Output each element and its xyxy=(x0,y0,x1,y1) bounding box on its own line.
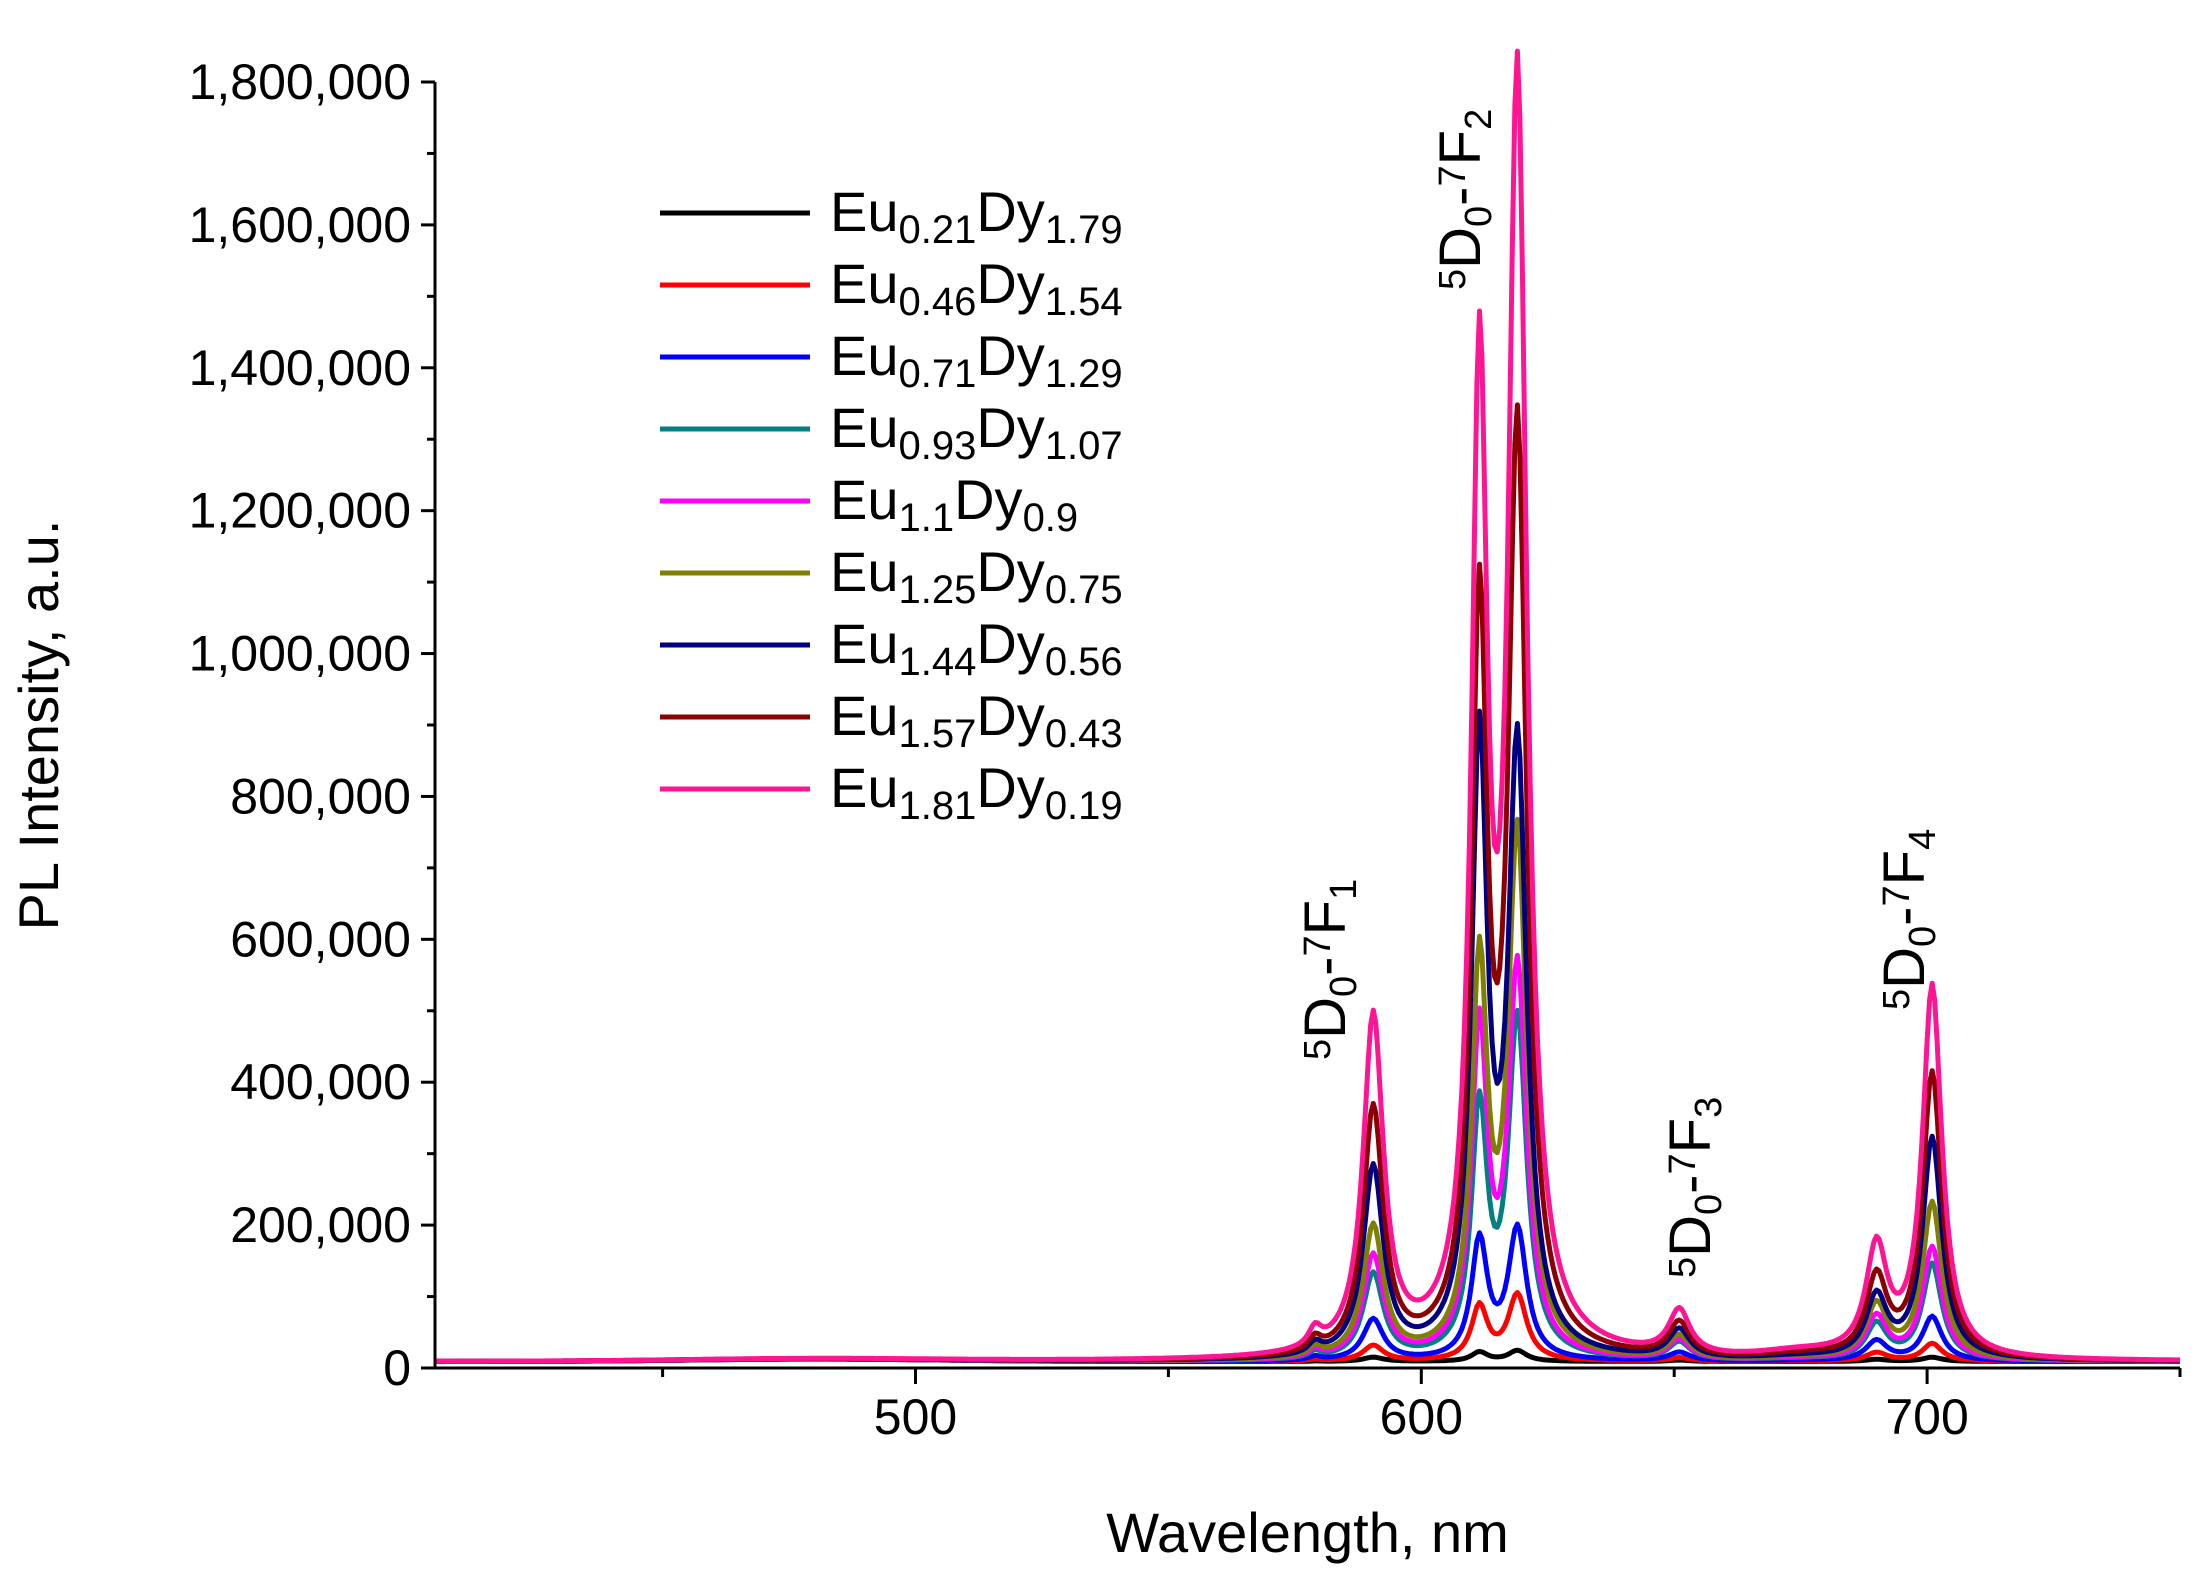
x-tick-label-2: 700 xyxy=(1885,1389,1968,1445)
x-tick-label-0: 500 xyxy=(874,1389,957,1445)
y-tick-label-6: 1,200,000 xyxy=(189,483,411,539)
legend-label-7: Eu1.57Dy0.43 xyxy=(830,684,1123,756)
svg-text:5D0-7F3: 5D0-7F3 xyxy=(1658,1097,1730,1278)
y-tick-label-4: 800,000 xyxy=(230,768,411,824)
annotation-0: 5D0-7F1 xyxy=(1293,879,1365,1060)
series-line-8 xyxy=(435,48,2180,1364)
legend-label-6: Eu1.44Dy0.56 xyxy=(830,612,1123,684)
legend-label-5: Eu1.25Dy0.75 xyxy=(830,540,1123,612)
y-tick-label-7: 1,400,000 xyxy=(189,340,411,396)
svg-text:5D0-7F2: 5D0-7F2 xyxy=(1428,109,1500,290)
y-tick-label-1: 200,000 xyxy=(230,1197,411,1253)
y-tick-label-5: 1,000,000 xyxy=(189,626,411,682)
y-tick-label-3: 600,000 xyxy=(230,911,411,967)
legend-label-3: Eu0.93Dy1.07 xyxy=(830,396,1123,468)
legend-label-4: Eu1.1Dy0.9 xyxy=(830,468,1078,540)
legend-label-2: Eu0.71Dy1.29 xyxy=(830,324,1123,396)
series-layer xyxy=(435,48,2181,1365)
legend-label-8: Eu1.81Dy0.19 xyxy=(830,756,1123,828)
legend-label-1: Eu0.46Dy1.54 xyxy=(830,252,1123,324)
legend: Eu0.21Dy1.79Eu0.46Dy1.54Eu0.71Dy1.29Eu0.… xyxy=(660,180,1123,828)
axes-layer: 0 200,000 400,000 600,000 800,000 1,000,000 1,… xyxy=(189,54,2182,1445)
x-axis-title: Wavelength, nm xyxy=(1106,1501,1509,1564)
annotation-2: 5D0-7F3 xyxy=(1658,1097,1730,1278)
annotation-3: 5D0-7F4 xyxy=(1872,829,1944,1010)
svg-text:5D0-7F4: 5D0-7F4 xyxy=(1872,829,1944,1010)
y-tick-label-2: 400,000 xyxy=(230,1054,411,1110)
svg-text:5D0-7F1: 5D0-7F1 xyxy=(1293,879,1365,1060)
y-tick-label-8: 1,600,000 xyxy=(189,197,411,253)
y-axis-title: PL Intensity, a.u. xyxy=(7,520,70,931)
y-tick-label-0: 0 xyxy=(383,1340,411,1396)
annotation-layer: 5D0-7F1 5D0-7F2 5D0-7F3 5D0-7F4 xyxy=(1293,109,1944,1278)
legend-label-0: Eu0.21Dy1.79 xyxy=(830,180,1123,252)
annotation-1: 5D0-7F2 xyxy=(1428,109,1500,290)
x-tick-label-1: 600 xyxy=(1380,1389,1463,1445)
y-tick-label-9: 1,800,000 xyxy=(189,54,411,110)
